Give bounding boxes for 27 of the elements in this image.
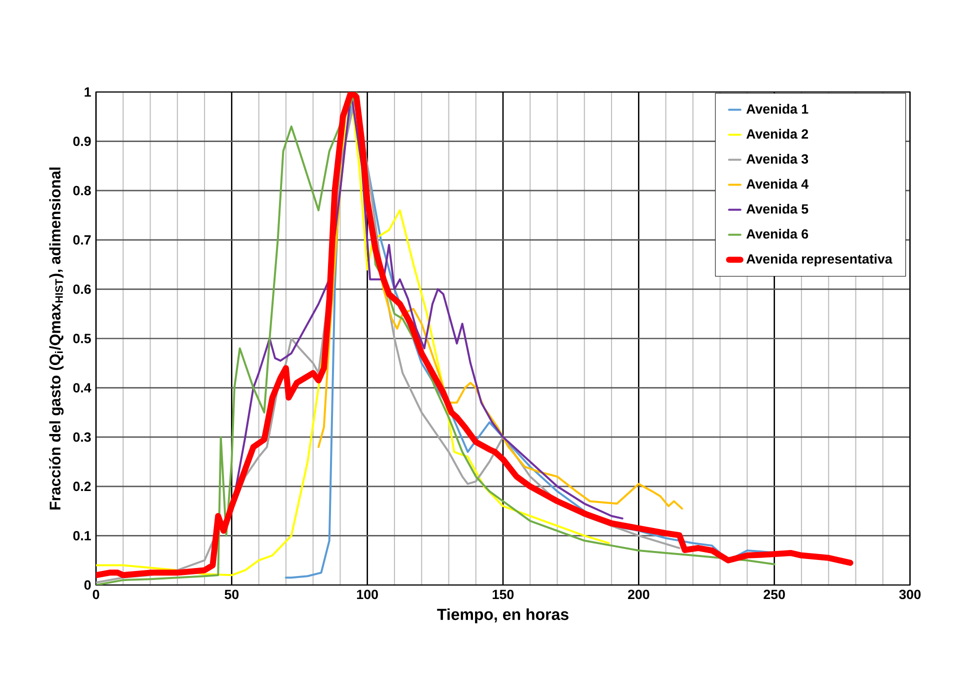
legend-label: Avenida 6 (746, 228, 808, 239)
x-tick-label: 250 (764, 590, 785, 600)
y-tick-label: 0.3 (73, 432, 91, 442)
y-tick-label: 0.5 (73, 334, 91, 344)
y-tick-label: 0.6 (73, 284, 91, 294)
legend-label: Avenida 4 (746, 178, 808, 189)
legend-label: Avenida 1 (746, 104, 808, 114)
x-tick-label: 150 (492, 590, 514, 600)
y-tick-label: 0.1 (73, 530, 91, 540)
x-tick-label: 200 (628, 590, 650, 600)
x-axis-title: Tiempo, en horas (437, 608, 568, 624)
y-tick-label: 0.2 (73, 482, 91, 492)
y-axis-title: Fracción del gasto (Q$_{i}$/Qmax$_{HIST}$), adimensional (49, 168, 64, 510)
y-tick-label: 0.8 (73, 186, 91, 196)
y-tick-label: 0.9 (73, 136, 91, 146)
x-tick-label: 100 (357, 590, 378, 600)
legend-label: Avenida 3 (746, 154, 808, 164)
y-tick-label: 1 (84, 87, 91, 97)
x-tick-label: 50 (224, 590, 239, 600)
legend-label: Avenida 5 (746, 204, 808, 214)
x-tick-label: 0 (92, 590, 100, 600)
y-tick-label: 0.7 (73, 235, 91, 245)
y-tick-label: 0.4 (73, 383, 92, 393)
y-tick-label: 0 (84, 580, 91, 590)
legend-label: Avenida 2 (746, 128, 808, 139)
legend-label: Avenida representativa (746, 254, 892, 266)
x-tick-label: 300 (899, 590, 921, 600)
